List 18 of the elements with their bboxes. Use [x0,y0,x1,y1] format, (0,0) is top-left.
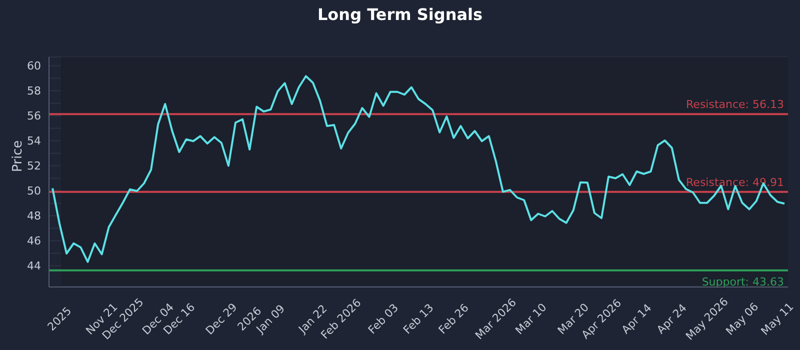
y-tick-label: 60 [27,60,41,73]
y-tick-label: 56 [27,110,41,123]
y-tick-label: 46 [27,234,41,248]
y-tick-label: 58 [27,84,41,98]
x-tick-label: Feb 26 [436,301,472,337]
x-tick-label: Apr 14 [619,301,654,337]
x-tick-label: Feb 03 [366,301,401,337]
line-series [52,75,786,263]
chart-title: Long Term Signals [316,5,484,24]
ref-line-label: Resistance: 56.13 [686,98,784,112]
ref-line-label: Support: 43.63 [702,275,784,288]
y-axis-title: Price [10,140,26,172]
y-tick-label: 44 [27,260,41,273]
y-tick-label: 48 [27,210,41,223]
y-tick-label: 50 [27,184,41,198]
y-tick-label: 54 [27,134,41,148]
y-tick-label: 52 [27,160,41,173]
x-tick-label: Feb 13 [400,301,436,337]
